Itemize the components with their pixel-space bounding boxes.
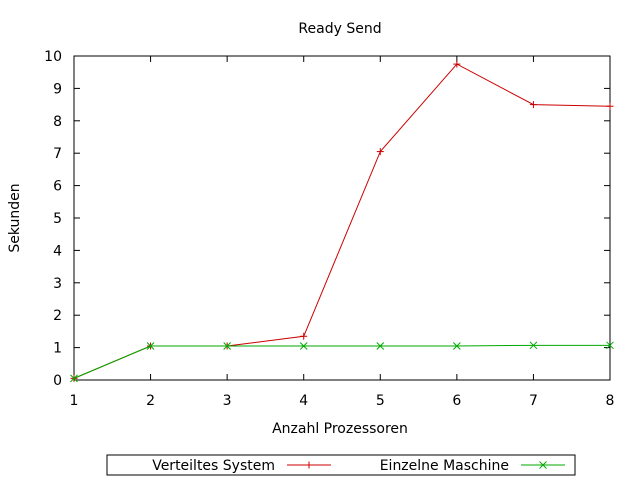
x-tick-label: 1 (70, 393, 79, 409)
legend-label: Einzelne Maschine (380, 458, 509, 474)
x-axis-ticks: 1 2 3 4 5 6 7 8 (70, 56, 615, 409)
legend-marker (539, 461, 547, 469)
x-axis-label: Anzahl Prozessoren (272, 421, 408, 437)
y-axis-label: Sekunden (7, 183, 23, 252)
y-tick-label: 8 (53, 114, 62, 130)
data-point (146, 342, 155, 350)
y-tick-label: 0 (53, 373, 62, 389)
x-tick-label: 3 (223, 393, 232, 409)
series-layer (70, 60, 614, 383)
y-axis-ticks: 0 1 2 3 4 5 6 7 8 9 10 (44, 49, 610, 389)
data-point (376, 342, 385, 350)
data-point (606, 341, 614, 350)
x-tick-label: 4 (299, 393, 308, 409)
y-tick-label: 6 (53, 179, 62, 195)
data-point (606, 102, 614, 110)
legend-box (106, 454, 576, 476)
x-tick-label: 7 (529, 393, 538, 409)
y-tick-label: 3 (53, 276, 62, 292)
legend-marker (305, 461, 313, 469)
data-point (453, 342, 461, 350)
data-point (529, 341, 538, 350)
series-line-verteiltes-system (73, 63, 611, 379)
data-point (376, 148, 384, 156)
data-point (453, 60, 461, 68)
x-tick-label: 6 (452, 393, 461, 409)
x-tick-label: 8 (606, 393, 615, 409)
data-point (529, 101, 537, 109)
chart-title: Ready Send (298, 21, 381, 37)
data-point (300, 332, 308, 340)
y-tick-label: 4 (53, 243, 62, 259)
y-tick-label: 2 (53, 308, 62, 324)
y-tick-label: 9 (53, 81, 62, 97)
y-tick-label: 7 (53, 146, 62, 162)
x-tick-label: 2 (146, 393, 155, 409)
data-point (223, 342, 231, 350)
legend-label: Verteiltes System (152, 458, 275, 474)
x-tick-label: 5 (376, 393, 385, 409)
y-tick-label: 10 (44, 49, 62, 65)
y-tick-label: 1 (53, 341, 62, 357)
legend: Verteiltes System Einzelne Maschine (106, 454, 576, 476)
series-line-einzelne-maschine (73, 344, 610, 379)
plot-frame (73, 55, 611, 381)
y-tick-label: 5 (53, 211, 62, 227)
data-point (70, 374, 78, 383)
data-point (299, 342, 308, 350)
